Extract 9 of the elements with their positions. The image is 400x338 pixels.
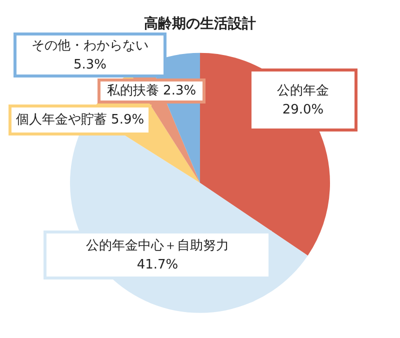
slice-label: 公的年金中心＋自助努力	[86, 237, 229, 254]
chart-title: 高齢期の生活設計	[144, 15, 256, 32]
slice-label: 私的扶養 2.3%	[106, 83, 196, 98]
slice-label: 個人年金や貯蓄 5.9%	[16, 112, 144, 128]
data-label: 29.0%	[282, 102, 324, 118]
data-label: 41.7%	[136, 257, 178, 272]
slice-label: 公的年金	[277, 83, 329, 98]
slice-label: その他・わからない	[32, 38, 148, 54]
data-label: 5.3%	[73, 57, 107, 72]
